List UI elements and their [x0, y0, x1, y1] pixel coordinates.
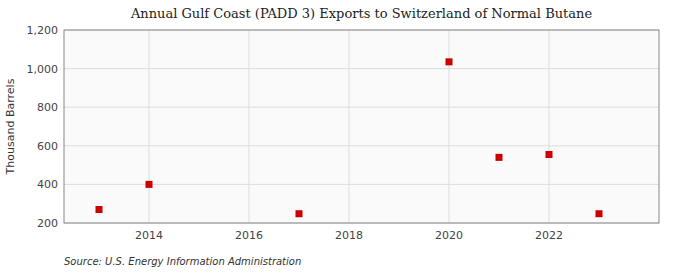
data-points — [96, 58, 603, 217]
source-note: Source: U.S. Energy Information Administ… — [64, 256, 301, 267]
plot-background — [64, 30, 659, 223]
y-grid-line — [64, 68, 659, 69]
data-point — [496, 154, 503, 161]
title: Annual Gulf Coast (PADD 3) Exports to Sw… — [130, 6, 593, 21]
data-point — [446, 58, 453, 65]
data-point — [146, 181, 153, 188]
x-grid-line — [349, 30, 350, 223]
x-grid-line — [149, 30, 150, 223]
x-tick-label: 2016 — [235, 229, 263, 242]
x-tick-label: 2014 — [135, 229, 163, 242]
y-tick-label: 600 — [37, 140, 58, 153]
x-grid-line — [249, 30, 250, 223]
x-tick-label: 2020 — [435, 229, 463, 242]
chart: 200 400 600 800 1,000 1,200 2014 2016 2018 2020 20… — [0, 0, 675, 275]
data-point — [546, 151, 553, 158]
x-grid-line — [549, 30, 550, 223]
y-tick-label: 1,000 — [27, 63, 59, 76]
y-tick-label: 200 — [37, 217, 58, 230]
y-tick-label: 800 — [37, 101, 58, 114]
y-grid-line — [64, 107, 659, 108]
y-grid-line — [64, 145, 659, 146]
data-point — [296, 210, 303, 217]
x-tick-label: 2022 — [535, 229, 563, 242]
data-point — [96, 206, 103, 213]
x-tick-label: 2018 — [335, 229, 363, 242]
y-tick-label: 1,200 — [27, 24, 59, 37]
plot-frame — [64, 30, 659, 223]
data-point — [596, 210, 603, 217]
y-grid-line — [64, 184, 659, 185]
grid — [64, 30, 659, 223]
y-axis-label: Thousand Barrels — [4, 78, 17, 175]
y-tick-label: 400 — [37, 178, 58, 191]
